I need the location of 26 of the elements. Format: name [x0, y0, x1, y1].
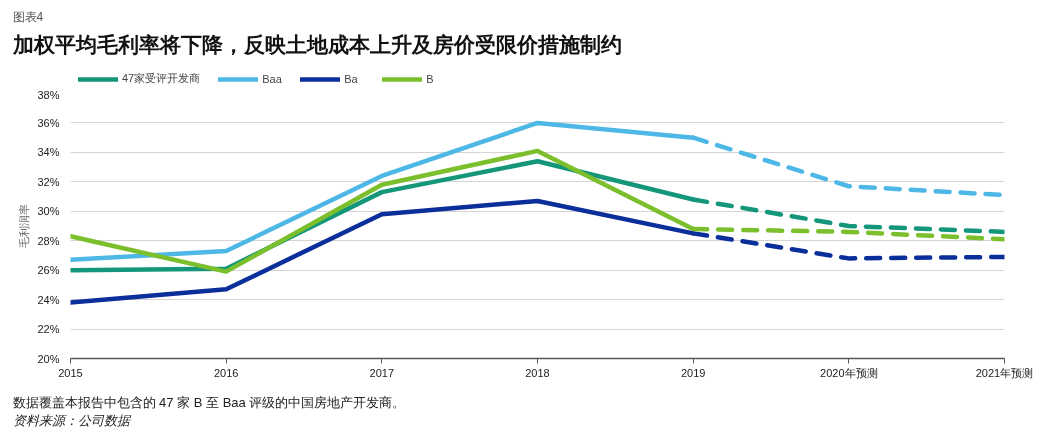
y-tick-label: 24%	[37, 293, 60, 306]
legend-label: B	[426, 72, 435, 85]
text: 资料来源：公司数据	[12, 412, 132, 428]
y-tick-label: 36%	[37, 116, 60, 129]
y-tick-label: 32%	[37, 175, 60, 188]
x-tick-label: 2019	[680, 366, 706, 379]
x-tick-label: 2015	[58, 366, 83, 379]
x-tick-label: 2016	[213, 366, 239, 379]
y-tick-label: 26%	[37, 264, 60, 277]
text: 图表4	[12, 9, 44, 24]
y-tick-label: 30%	[37, 205, 60, 218]
y-tick-label: 34%	[37, 146, 60, 159]
chart-title: 加权平均毛利率将下降，反映土地成本上升及房价受限价措施制约	[11, 32, 622, 56]
x-tick-label: 2018	[525, 366, 550, 379]
y-axis-title: 毛利润率	[18, 204, 31, 248]
x-tick-label: 2020年预测	[820, 366, 878, 379]
y-tick-label: 20%	[37, 352, 60, 365]
x-tick-label: 2017	[369, 366, 395, 379]
x-tick-label: 2021年预测	[975, 366, 1034, 379]
text: 数据覆盖本报告中包含的 47 家 B 至 Baa 评级的中国房地产开发商。	[12, 394, 406, 410]
y-tick-label: 38%	[37, 88, 60, 101]
legend-label: Ba	[344, 72, 359, 85]
legend-label: Baa	[262, 72, 283, 85]
legend-label: 47家受评开发商	[122, 71, 201, 86]
y-tick-label: 28%	[37, 234, 60, 247]
y-tick-label: 22%	[37, 323, 60, 336]
